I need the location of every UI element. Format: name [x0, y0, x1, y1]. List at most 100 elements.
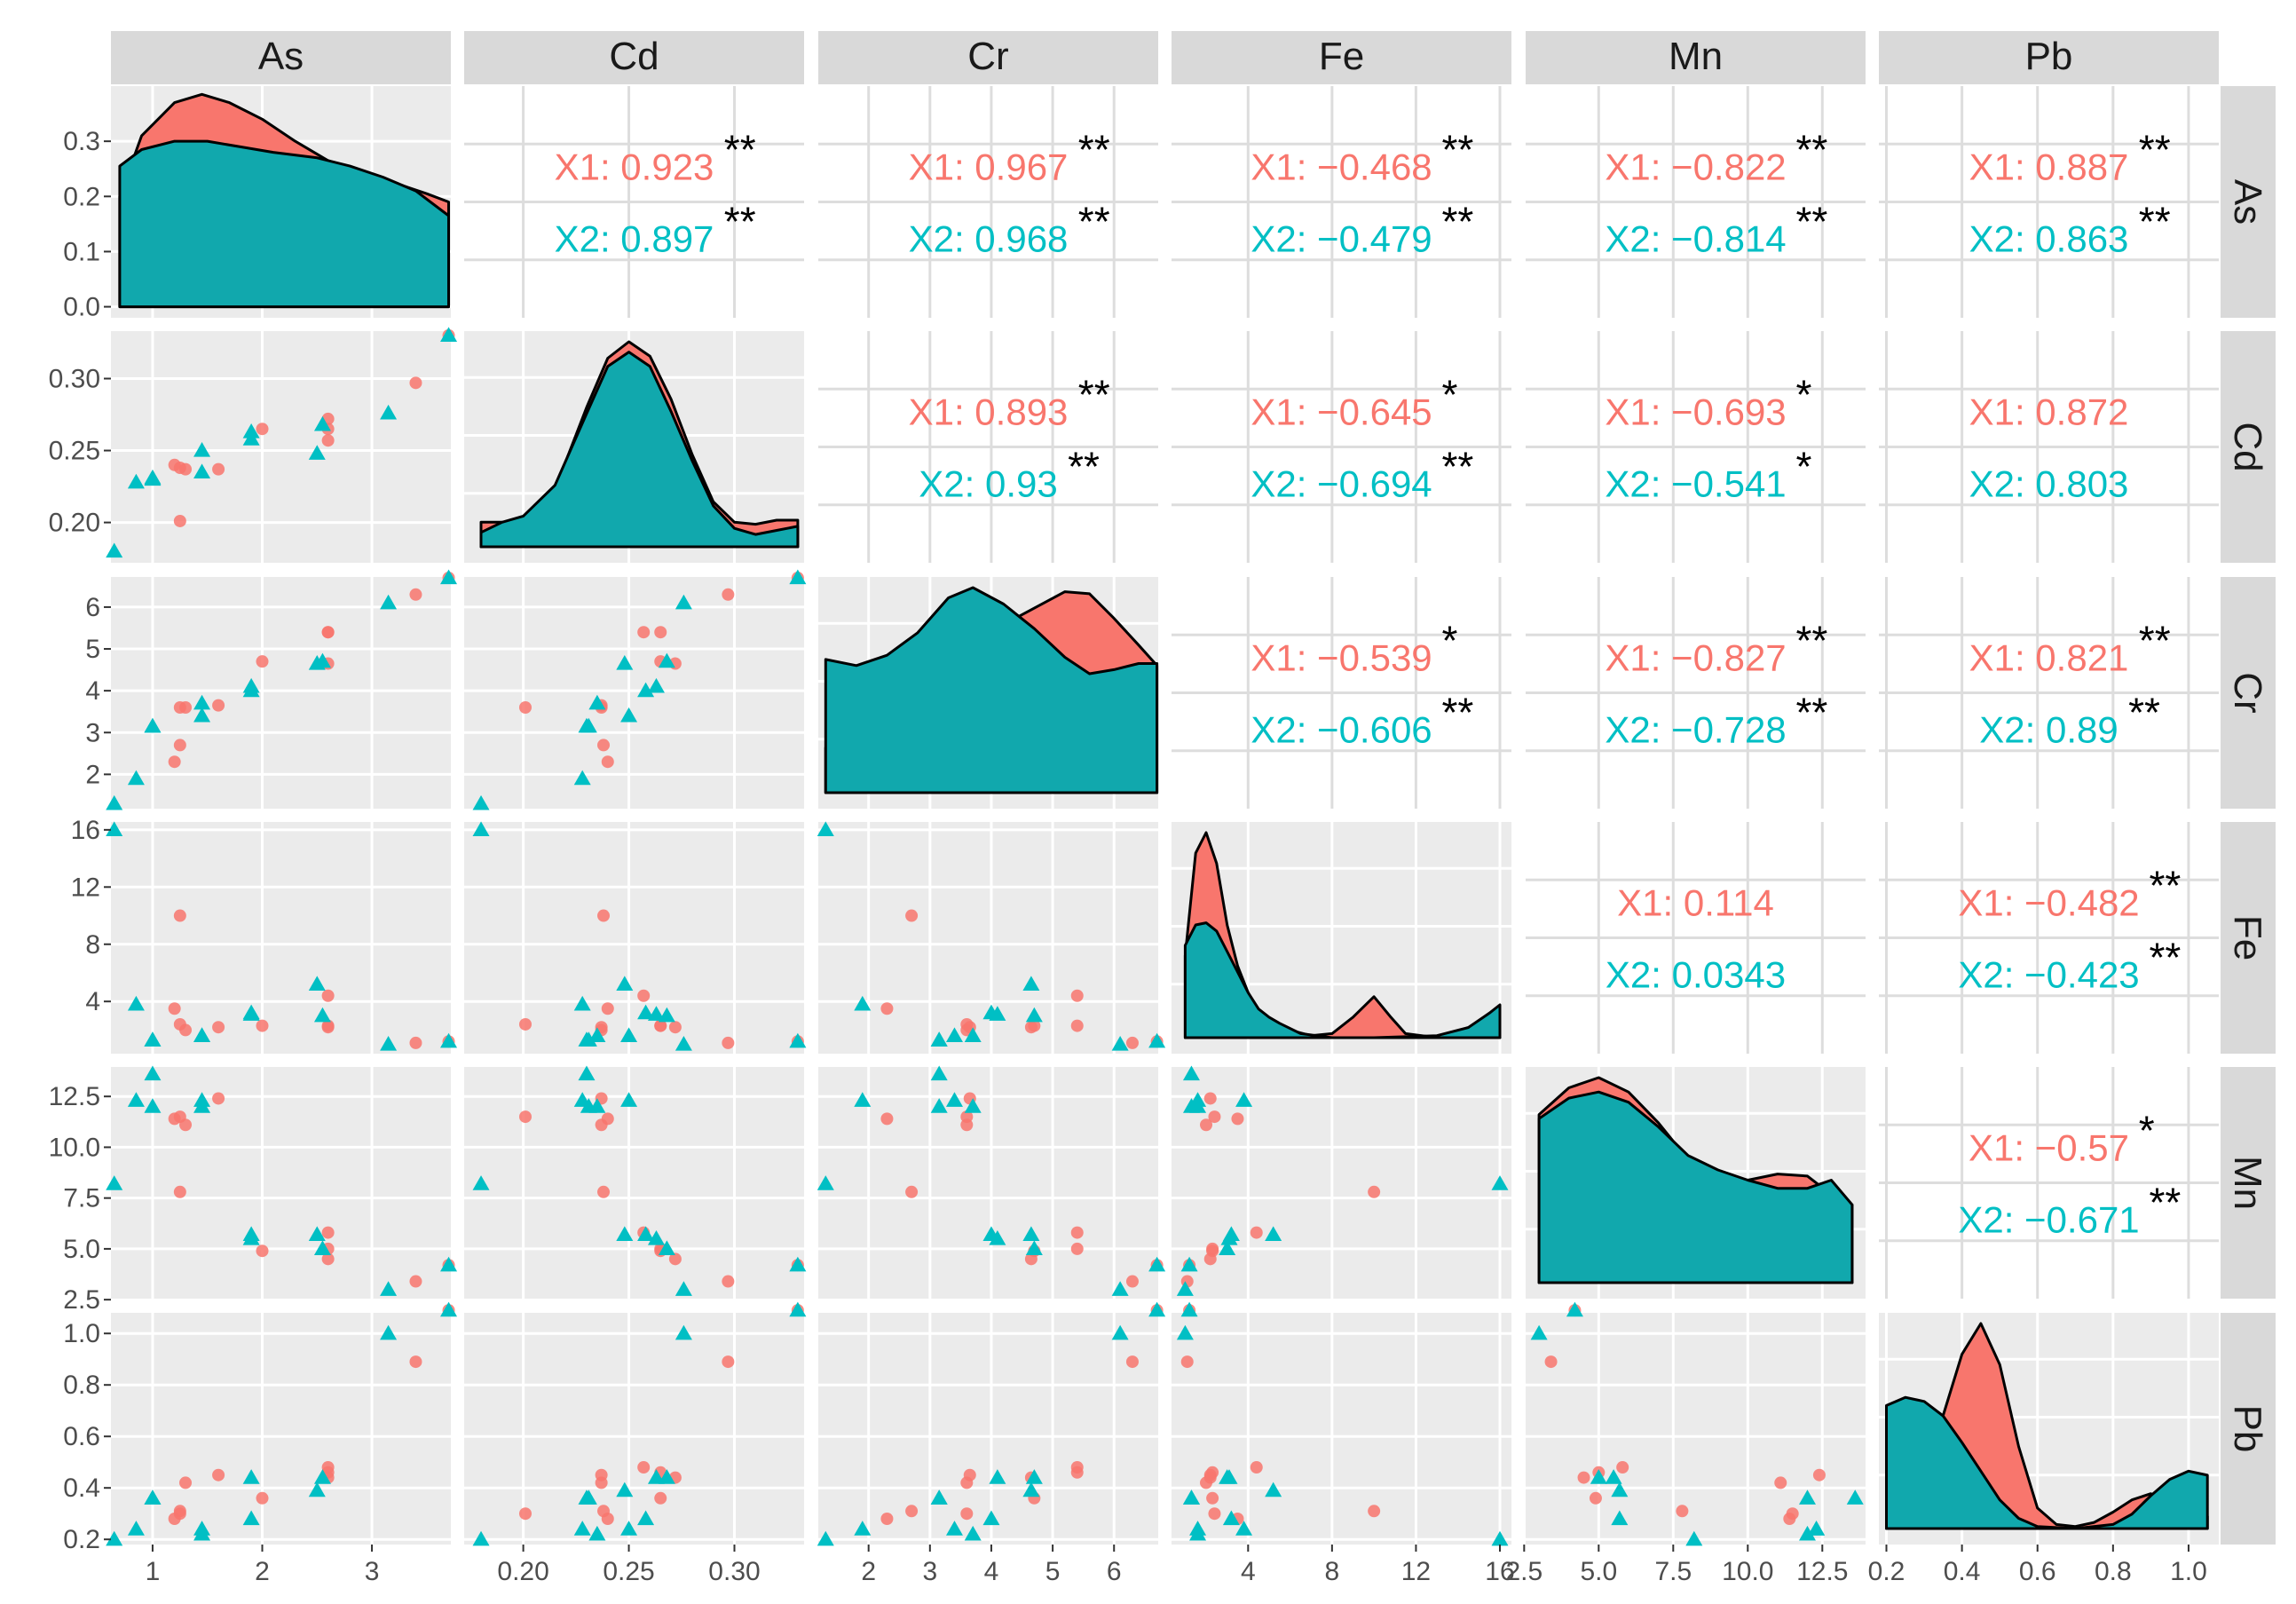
point-x1: [722, 588, 735, 601]
y-tick-label-cd: 0.25: [49, 437, 100, 466]
panel-background: [818, 1313, 1158, 1545]
point-x2: [675, 1281, 692, 1296]
point-x2: [854, 995, 872, 1011]
panel-background: [1172, 1313, 1511, 1545]
point-x2: [127, 473, 145, 489]
strip-right-fe: [2221, 822, 2276, 1054]
point-x1: [173, 1185, 186, 1198]
row-label-fe: Fe: [2226, 915, 2269, 960]
point-x2: [789, 1032, 807, 1048]
point-x2: [1611, 1510, 1629, 1526]
point-x1: [518, 1507, 532, 1521]
significance-stars: **: [2150, 934, 2182, 980]
strip-top-cd: [464, 31, 804, 84]
y-tick-label-mn: 2.5: [63, 1285, 100, 1315]
x-tick-label-cr: 4: [984, 1557, 999, 1586]
panel-as-as: [111, 86, 451, 318]
point-x1: [321, 434, 335, 447]
point-x1: [321, 1226, 335, 1239]
corr-x2-as-pb: X2: 0.863: [1969, 217, 2129, 259]
point-x2: [380, 1281, 398, 1296]
point-x2: [440, 569, 458, 585]
corr-x2-as-cr: X2: 0.968: [909, 217, 1069, 259]
point-x1: [1812, 1468, 1826, 1482]
y-tick-label-fe: 12: [71, 873, 100, 902]
point-x1: [1206, 1242, 1219, 1255]
point-x2: [854, 1092, 872, 1107]
point-x1: [1774, 1476, 1787, 1489]
point-x2: [1148, 1256, 1166, 1272]
panel-cd-mn: X1: −0.693 *X2: −0.541 *: [1526, 331, 1866, 563]
point-x2: [144, 470, 162, 486]
point-x1: [1180, 1355, 1194, 1369]
point-x2: [620, 1092, 638, 1107]
strip-top-pb: [1879, 31, 2219, 84]
point-x2: [308, 1482, 326, 1497]
corr-x1-fe-mn: X1: 0.114: [1617, 881, 1774, 923]
point-x1: [595, 1468, 608, 1482]
corr-x1-cd-mn: X1: −0.693: [1605, 391, 1786, 432]
y-tick-label-cd: 0.30: [49, 364, 100, 393]
corr-x1-as-pb: X1: 0.887: [1969, 146, 2129, 187]
point-x1: [905, 1505, 919, 1518]
y-tick-label-as: 0.1: [63, 237, 100, 266]
y-tick-label-as: 0.3: [63, 127, 100, 156]
panel-background: [464, 1313, 804, 1545]
x-tick-label-mn: 7.5: [1654, 1557, 1692, 1586]
column-label-pb: Pb: [2025, 35, 2073, 78]
x-tick-label-mn: 5.0: [1580, 1557, 1617, 1586]
point-x2: [440, 327, 458, 342]
column-label-as: As: [258, 35, 304, 78]
point-x1: [409, 1355, 422, 1369]
strip-right-pb: [2221, 1313, 2276, 1545]
point-x2: [945, 1027, 963, 1042]
point-x1: [722, 1036, 735, 1049]
point-x2: [1111, 1036, 1129, 1051]
point-x2: [242, 1469, 260, 1484]
point-x2: [144, 1489, 162, 1505]
panel-fe-fe: [1172, 822, 1511, 1054]
corr-x2-as-cd: X2: 0.897: [555, 217, 714, 259]
point-x2: [1025, 1240, 1043, 1256]
point-x2: [1189, 1525, 1207, 1541]
point-x2: [989, 1229, 1006, 1245]
point-x1: [960, 1110, 974, 1124]
point-x2: [1148, 1301, 1166, 1317]
y-tick-label-cr: 5: [85, 635, 100, 664]
point-x2: [1491, 1175, 1509, 1190]
point-x2: [1530, 1324, 1548, 1340]
panel-pb-pb: [1879, 1313, 2219, 1545]
point-x2: [588, 694, 606, 710]
point-x2: [930, 1065, 948, 1081]
y-tick-label-cr: 6: [85, 593, 100, 622]
panel-background: [1172, 1067, 1511, 1299]
point-x1: [256, 423, 269, 436]
y-tick-label-pb: 0.2: [63, 1525, 100, 1554]
point-x1: [1676, 1505, 1689, 1518]
column-label-fe: Fe: [1319, 35, 1364, 78]
point-x2: [854, 1521, 872, 1536]
panel-pb-cd: [464, 1301, 807, 1546]
point-x2: [1182, 1065, 1200, 1081]
corr-x2-cr-mn: X2: −0.728: [1605, 708, 1786, 750]
point-x2: [1111, 1324, 1129, 1340]
panel-cd-cr: X1: 0.893 **X2: 0.93 **: [818, 331, 1158, 563]
corr-x1-as-fe: X1: −0.468: [1251, 146, 1432, 187]
point-x1: [654, 1491, 667, 1505]
strip-right-cd: [2221, 331, 2276, 563]
significance-stars: **: [1796, 126, 1828, 172]
panel-cr-as: [106, 569, 458, 810]
significance-stars: **: [1796, 198, 1828, 244]
point-x1: [1231, 1112, 1244, 1126]
point-x2: [127, 1092, 145, 1107]
significance-stars: **: [2139, 126, 2171, 172]
point-x2: [193, 1027, 211, 1042]
point-x2: [1235, 1521, 1253, 1536]
point-x1: [597, 1185, 611, 1198]
point-x2: [1022, 1226, 1040, 1242]
point-x1: [173, 1110, 186, 1124]
significance-stars: **: [1442, 443, 1474, 489]
density-x2-fe: [1183, 921, 1502, 1039]
point-x1: [409, 1275, 422, 1288]
point-x1: [1203, 1092, 1217, 1105]
